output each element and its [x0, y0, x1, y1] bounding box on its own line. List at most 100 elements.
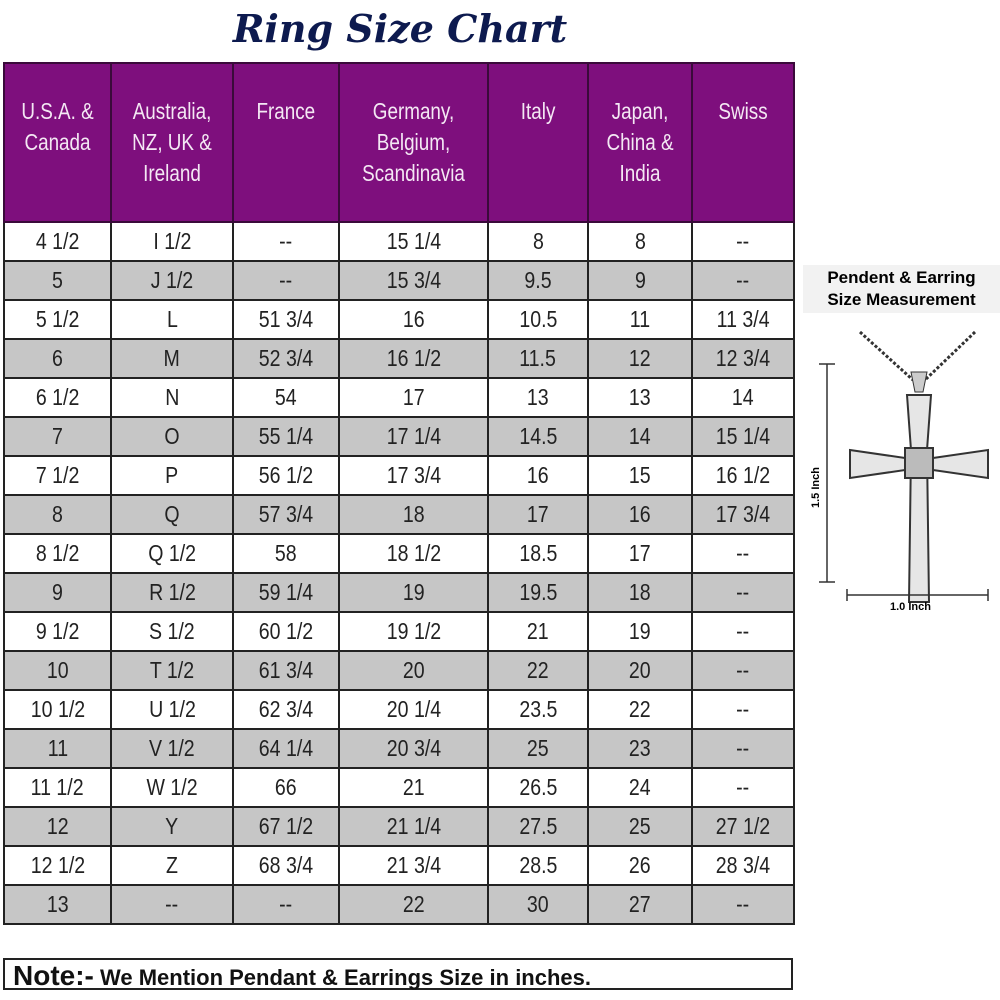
table-cell: 24: [587, 767, 693, 808]
cell-value: 5: [52, 267, 63, 293]
table-cell: 60 1/2: [232, 611, 340, 652]
table-cell: 8: [587, 221, 693, 262]
cell-value: 17 1/4: [386, 423, 441, 449]
table-cell: 66: [232, 767, 340, 808]
cell-value: 64 1/4: [258, 735, 314, 761]
column-header: Australia, NZ, UK & Ireland: [110, 62, 234, 223]
height-label: 1.5 Inch: [810, 467, 822, 508]
table-cell: 11 3/4: [691, 299, 795, 340]
table-row: 9 R 1/2 59 1/4 19 19.5 18 --: [3, 572, 795, 613]
table-cell: Q: [110, 494, 234, 535]
table-cell: 62 3/4: [232, 689, 340, 730]
cell-value: 28 3/4: [715, 852, 771, 878]
cell-value: 23.5: [518, 696, 558, 722]
cell-value: 18: [629, 579, 651, 605]
table-cell: 13: [587, 377, 693, 418]
cell-value: 16: [629, 501, 651, 527]
table-cell: 18: [587, 572, 693, 613]
table-cell: --: [232, 884, 340, 925]
cell-value: --: [736, 540, 750, 566]
cell-value: 21 1/4: [386, 813, 441, 839]
cell-value: 25: [629, 813, 651, 839]
column-header-label: Germany, Belgium, Scandinavia: [362, 98, 465, 186]
pendant-title-line1: Pendent & Earring: [827, 268, 976, 287]
cell-value: 20 1/4: [386, 696, 441, 722]
table-cell: 28 3/4: [691, 845, 795, 886]
table-cell: --: [691, 611, 795, 652]
table-cell: 8: [487, 221, 589, 262]
table-row: 12 1/2 Z 68 3/4 21 3/4 28.5 26 28 3/4: [3, 845, 795, 886]
cell-value: 16 1/2: [715, 462, 771, 488]
bail: [910, 371, 928, 393]
table-cell: 19 1/2: [338, 611, 489, 652]
table-cell: 7: [3, 416, 112, 457]
table-cell: 18: [338, 494, 489, 535]
table-row: 4 1/2 I 1/2 -- 15 1/4 8 8 --: [3, 221, 795, 262]
cell-value: 12 1/2: [30, 852, 85, 878]
table-cell: 18.5: [487, 533, 589, 574]
cell-value: 12 3/4: [715, 345, 771, 371]
header-row: U.S.A. & Canada Australia, NZ, UK & Irela…: [3, 62, 795, 223]
cell-value: 8: [52, 501, 63, 527]
column-header-label: U.S.A. & Canada: [21, 98, 94, 155]
table-cell: 16 1/2: [338, 338, 489, 379]
table-cell: 22: [487, 650, 589, 691]
table-cell: Z: [110, 845, 234, 886]
cell-value: 24: [629, 774, 651, 800]
cell-value: 22: [402, 891, 425, 917]
table-cell: 27: [587, 884, 693, 925]
cell-value: 7 1/2: [35, 462, 80, 488]
cell-value: --: [736, 891, 750, 917]
pendant-title: Pendent & Earring Size Measurement: [803, 265, 1000, 313]
table-cell: 11 1/2: [3, 767, 112, 808]
table-cell: 58: [232, 533, 340, 574]
table-cell: 68 3/4: [232, 845, 340, 886]
cell-value: 11: [47, 735, 68, 761]
table-cell: --: [691, 572, 795, 613]
table-cell: 22: [587, 689, 693, 730]
table-cell: 61 3/4: [232, 650, 340, 691]
cell-value: M: [163, 345, 181, 371]
cell-value: 28.5: [518, 852, 558, 878]
table-cell: 55 1/4: [232, 416, 340, 457]
cell-value: 17 3/4: [715, 501, 771, 527]
cell-value: 27: [629, 891, 651, 917]
table-cell: 8: [3, 494, 112, 535]
table-cell: O: [110, 416, 234, 457]
column-header-label: Swiss: [718, 98, 768, 124]
cell-value: 51 3/4: [258, 306, 314, 332]
cell-value: V 1/2: [149, 735, 195, 761]
column-header-label: Italy: [520, 98, 556, 124]
cell-value: 11: [629, 306, 651, 332]
cell-value: 9: [52, 579, 63, 605]
cell-value: 19: [629, 618, 651, 644]
table-row: 13 -- -- 22 30 27 --: [3, 884, 795, 925]
table-cell: 6 1/2: [3, 377, 112, 418]
table-cell: 12: [587, 338, 693, 379]
cell-value: 21: [402, 774, 425, 800]
cell-value: 13: [46, 891, 69, 917]
column-header: France: [232, 62, 340, 223]
table-cell: --: [691, 650, 795, 691]
table-cell: 22: [338, 884, 489, 925]
table-cell: 30: [487, 884, 589, 925]
table-cell: --: [691, 260, 795, 301]
cell-value: P: [165, 462, 179, 488]
table-row: 6 1/2 N 54 17 13 13 14: [3, 377, 795, 418]
table-cell: 5 1/2: [3, 299, 112, 340]
table-cell: 10: [3, 650, 112, 691]
cell-value: 61 3/4: [258, 657, 314, 683]
table-cell: --: [691, 728, 795, 769]
cell-value: 9: [634, 267, 646, 293]
table-cell: 54: [232, 377, 340, 418]
table-cell: 56 1/2: [232, 455, 340, 496]
table-cell: 15: [587, 455, 693, 496]
cell-value: 14: [732, 384, 754, 410]
table-cell: 9 1/2: [3, 611, 112, 652]
column-header-label: France: [256, 98, 316, 124]
table-cell: 9.5: [487, 260, 589, 301]
cell-value: 25: [527, 735, 549, 761]
table-cell: --: [691, 884, 795, 925]
table-cell: 51 3/4: [232, 299, 340, 340]
table-cell: U 1/2: [110, 689, 234, 730]
